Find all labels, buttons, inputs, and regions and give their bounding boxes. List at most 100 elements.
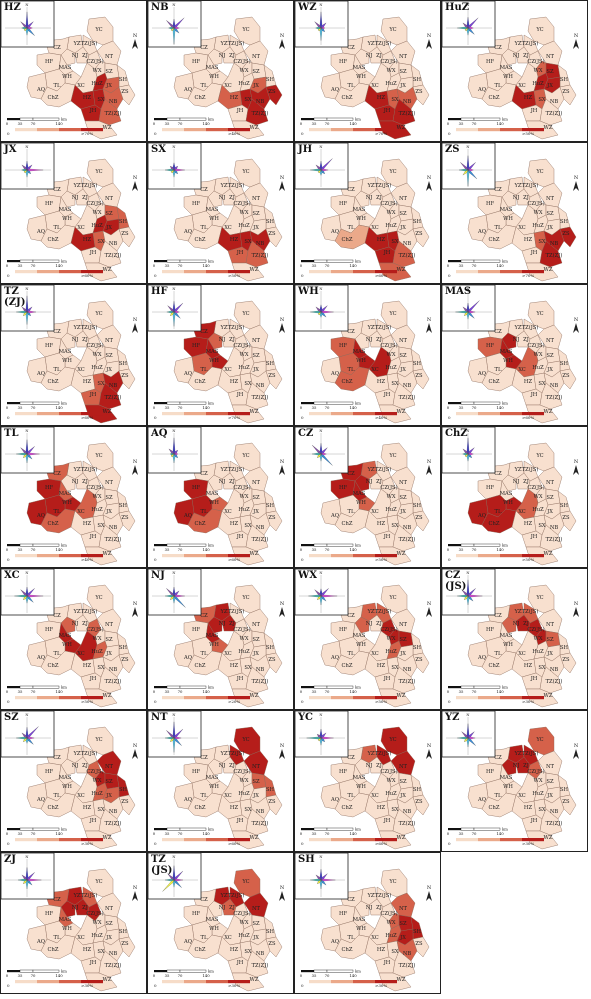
city-label-sh: SH [266, 503, 275, 509]
city-label-sx: SX [391, 807, 399, 813]
legend-swatch [162, 554, 184, 558]
scale-tick-label: 0 [153, 547, 156, 552]
city-label-nt: NT [546, 764, 555, 770]
city-label-hf: HF [45, 485, 54, 491]
rose-petal [169, 595, 175, 601]
city-label-nb: NB [403, 241, 412, 247]
city-label-huz: HuZ [238, 649, 250, 655]
city-label-yc: YC [241, 311, 249, 317]
city-label-sh: SH [266, 929, 275, 935]
scale-tick-label: 70 [31, 831, 36, 836]
rose-petal [173, 452, 178, 456]
scale-tick-label: 140 [496, 689, 504, 694]
city-label-huz: HuZ [91, 507, 103, 513]
scale-tick-label: 35 [165, 121, 170, 126]
legend-swatch [522, 128, 544, 132]
city-label-xc: XC [371, 83, 379, 89]
rose-petal [316, 595, 322, 601]
city-label-sz: SZ [252, 921, 260, 927]
legend-swatch [375, 980, 397, 984]
city-label-tzjs: TZ(JS) [81, 608, 98, 615]
city-label-czjs: CZ(JS) [233, 768, 250, 775]
city-label-cz: CZ [347, 329, 355, 335]
city-label-wx: WX [92, 920, 101, 926]
legend-max-label: >70% [522, 273, 534, 278]
rose-petal [320, 158, 333, 171]
city-label-wz: WZ [103, 693, 112, 699]
region-zs [265, 510, 283, 532]
rose-petal [172, 721, 176, 739]
legend-min-label: 0 [154, 557, 157, 562]
rose-petal [316, 879, 322, 885]
city-label-tl: TL [54, 225, 61, 231]
city-label-czjs: CZ(JS) [86, 484, 103, 491]
city-label-nj: NJ [72, 53, 79, 59]
scale-unit-label: km [61, 685, 67, 690]
city-label-huz: HuZ [385, 365, 397, 371]
city-label-sz: SZ [252, 495, 260, 501]
city-label-jx: JX [546, 225, 553, 231]
legend-swatch [59, 980, 81, 984]
city-label-tl: TL [495, 509, 502, 515]
legend-max-label: >40% [81, 557, 93, 562]
city-label-tzjs: TZ(JS) [81, 466, 98, 473]
scale-unit-label: km [208, 827, 214, 832]
panel-label: ZS [445, 144, 460, 155]
city-label-hf: HF [45, 769, 54, 775]
scale-tick-label: 70 [178, 973, 183, 978]
region-zs [265, 226, 283, 248]
region-zs [412, 936, 430, 958]
city-label-zs: ZS [562, 657, 570, 663]
rose-petal [22, 737, 28, 743]
city-label-hf: HF [192, 485, 201, 491]
city-label-yc: YC [241, 27, 249, 33]
legend-swatch [162, 412, 184, 416]
rose-petal [319, 311, 323, 318]
city-label-czjs: CZ(JS) [527, 768, 544, 775]
city-label-wx: WX [386, 494, 395, 500]
city-label-nb: NB [403, 951, 412, 957]
legend-swatch [81, 696, 103, 700]
map-panel-zj: YC YZ TZ(JS) NT CZ NJ ZJ CZ(JS) HF MAS WX SZ SH WH TL X… [0, 852, 147, 994]
rose-petal [320, 452, 327, 456]
city-label-czjs: CZ(JS) [380, 484, 397, 491]
inset-rose-chart: N [148, 711, 202, 758]
city-label-chz: ChZ [342, 663, 353, 669]
city-label-wz: WZ [544, 551, 553, 557]
city-label-chz: ChZ [48, 521, 59, 527]
city-label-zj: ZJ [229, 905, 235, 911]
rose-petal [316, 733, 322, 739]
scale-tick-label: 140 [55, 263, 63, 268]
scale-unit-label: km [61, 543, 67, 548]
rose-petal [172, 586, 176, 597]
legend-ramp: 0 >50% [301, 696, 397, 704]
city-label-yc: YC [241, 169, 249, 175]
city-label-tzjs: TZ(JS) [375, 892, 392, 899]
legend-swatch [81, 128, 103, 132]
region-zs [118, 652, 136, 674]
city-label-tzjs: TZ(JS) [228, 40, 245, 47]
city-label-yz: YZ [513, 183, 521, 189]
city-label-wz: WZ [250, 125, 259, 131]
city-label-chz: ChZ [195, 95, 206, 101]
rose-petal [467, 737, 476, 746]
rose-petal [462, 306, 469, 313]
city-label-huz: HuZ [385, 507, 397, 513]
city-label-nt: NT [546, 54, 555, 60]
inset-rose-chart: N [442, 143, 496, 190]
city-label-czjs: CZ(JS) [233, 58, 250, 65]
city-label-nb: NB [109, 667, 118, 673]
city-label-sh: SH [266, 77, 275, 83]
city-label-tzjs: TZ(JS) [81, 750, 98, 757]
city-label-zj: ZJ [229, 337, 235, 343]
inset-rose-chart: N [295, 427, 349, 474]
legend-max-label: >60% [375, 841, 387, 846]
legend-swatch [375, 412, 397, 416]
legend-max-label: >30% [81, 841, 93, 846]
legend-max-label: >30% [522, 841, 534, 846]
scale-tick-label: 35 [459, 263, 464, 268]
legend-swatch [522, 412, 544, 416]
